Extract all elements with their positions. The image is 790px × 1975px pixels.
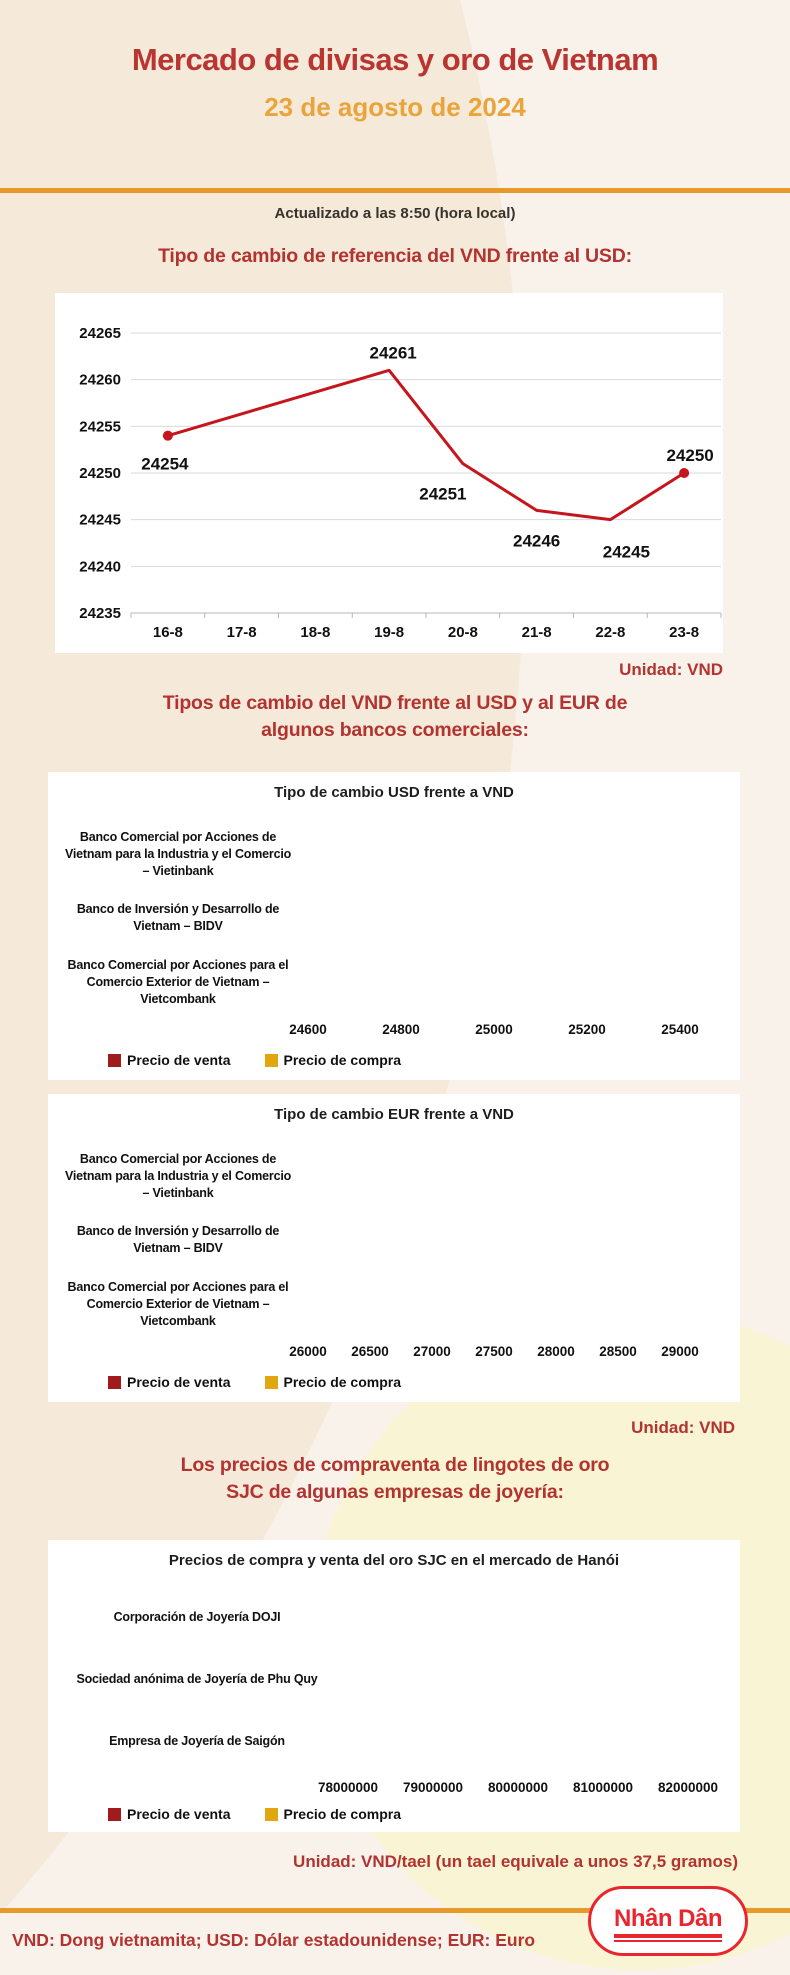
legend-swatch <box>108 1807 121 1821</box>
x-axis-tick-label: 28500 <box>599 1344 637 1359</box>
unit-note-reference: Unidad: VND <box>619 660 723 679</box>
x-axis-tick-label: 17-8 <box>227 624 257 641</box>
eur_vnd_banks-title: Tipo de cambio EUR frente a VND <box>274 1106 514 1123</box>
x-axis-tick-label: 27500 <box>475 1344 513 1359</box>
updated-note: Actualizado a las 8:50 (hora local) <box>274 205 516 222</box>
data-point-label: 24254 <box>141 455 189 474</box>
section-heading-reference: Tipo de cambio de referencia del VND fre… <box>158 245 632 267</box>
legend-item-buy: Precio de compra <box>264 1806 402 1822</box>
data-point-dot <box>679 468 690 478</box>
data-point-label: 24246 <box>513 531 560 550</box>
x-axis-tick-label: 29000 <box>661 1344 699 1359</box>
data-point-dot <box>162 430 173 441</box>
y-axis-tick-label: 24235 <box>79 605 121 622</box>
nhandan-logo: Nhân Dân <box>588 1886 748 1956</box>
category-label: Banco de Inversión y Desarrollo de Vietn… <box>76 902 280 933</box>
y-axis-tick-label: 24265 <box>79 325 121 342</box>
x-axis-tick-label: 25000 <box>475 1022 513 1037</box>
x-axis-tick-label: 27000 <box>413 1344 451 1359</box>
gold_sjc_hanoi-title: Precios de compra y venta del oro SJC en… <box>168 1552 620 1569</box>
legend-swatch <box>264 1807 278 1821</box>
x-axis-tick-label: 18-8 <box>300 624 330 641</box>
data-point-label: 24245 <box>603 543 650 562</box>
legend-item-buy: Precio de compra <box>264 1374 402 1390</box>
category-label: Banco Comercial por Acciones para el Com… <box>67 957 289 1006</box>
x-axis-tick-label: 78000000 <box>317 1780 379 1795</box>
x-axis-tick-label: 28000 <box>537 1344 575 1359</box>
data-point-label: 24261 <box>369 343 416 362</box>
unit-note-gold: Unidad: VND/tael (un tael equivale a uno… <box>293 1852 738 1871</box>
x-axis-tick-label: 26500 <box>351 1344 389 1359</box>
category-label: Banco de Inversión y Desarrollo de Vietn… <box>76 1224 280 1255</box>
chart-legend: Precio de venta Precio de compra <box>108 1052 401 1068</box>
x-axis-tick-label: 25400 <box>661 1022 699 1037</box>
x-axis-tick-label: 24800 <box>382 1022 420 1037</box>
category-label: Corporación de Joyería DOJI <box>113 1609 281 1624</box>
x-axis-tick-label: 20-8 <box>448 624 478 641</box>
category-label: Banco Comercial por Acciones de Vietnam … <box>64 1151 292 1200</box>
legend-label: Precio de compra <box>283 1052 402 1068</box>
y-axis-tick-label: 24240 <box>79 558 121 575</box>
reference-line-chart-panel: 24235 24240 24245 24250 24255 24260 24265 16-8 1… <box>55 293 723 653</box>
chart-legend: Precio de venta Precio de compra <box>108 1806 401 1822</box>
y-axis-tick-label: 24250 <box>79 465 121 482</box>
x-axis-tick-label: 25200 <box>568 1022 606 1037</box>
usd_vnd_banks-title: Tipo de cambio USD frente a VND <box>274 784 514 801</box>
gold-bar-chart-panel: Precios de compra y venta del oro SJC en… <box>48 1540 740 1832</box>
legend-item-sell: Precio de venta <box>108 1052 231 1068</box>
legend-label: Precio de compra <box>283 1806 402 1822</box>
divider-top <box>0 188 790 193</box>
x-axis-tick-label: 82000000 <box>657 1780 719 1795</box>
category-label: Banco Comercial por Acciones para el Com… <box>67 1279 289 1328</box>
legend-item-buy: Precio de compra <box>264 1052 402 1068</box>
legend-swatch <box>108 1375 121 1389</box>
page-title: Mercado de divisas y oro de Vietnam <box>131 42 659 77</box>
chart-legend: Precio de venta Precio de compra <box>108 1374 401 1390</box>
x-axis-tick-label: 81000000 <box>572 1780 634 1795</box>
legend-item-sell: Precio de venta <box>108 1374 231 1390</box>
x-axis-tick-label: 19-8 <box>374 624 404 641</box>
legend-label: Precio de venta <box>127 1806 231 1822</box>
data-point-label: 24250 <box>666 446 713 465</box>
x-axis-tick-label: 80000000 <box>487 1780 549 1795</box>
x-axis-tick-label: 21-8 <box>522 624 552 641</box>
x-axis-tick-label: 26000 <box>289 1344 327 1359</box>
y-axis-tick-label: 24260 <box>79 372 121 389</box>
page-date: 23 de agosto de 2024 <box>264 92 526 122</box>
legend-label: Precio de venta <box>127 1374 231 1390</box>
x-axis-tick-label: 79000000 <box>402 1780 464 1795</box>
x-axis-tick-label: 16-8 <box>153 624 183 641</box>
y-axis-tick-label: 24245 <box>79 512 121 529</box>
category-label: Sociedad anónima de Joyería de Phu Quy <box>76 1671 318 1686</box>
x-axis-tick-label: 23-8 <box>669 624 699 641</box>
x-axis-tick-label: 22-8 <box>595 624 625 641</box>
reference-line-chart: 24235 24240 24245 24250 24255 24260 24265 16-8 1… <box>79 325 722 641</box>
eur-bar-chart-panel: Tipo de cambio EUR frente a VND Banco Com… <box>48 1094 740 1402</box>
y-axis-tick-label: 24255 <box>79 418 121 435</box>
usd-bar-chart-panel: Tipo de cambio USD frente a VND Banco Com… <box>48 772 740 1080</box>
legend-swatch <box>264 1053 278 1067</box>
divider-bottom <box>0 1908 790 1913</box>
legend-label: Precio de compra <box>283 1374 402 1390</box>
legend-swatch <box>264 1375 278 1389</box>
section-heading-gold: Los precios de compraventa de lingotes d… <box>180 1454 610 1503</box>
unit-note-banks: Unidad: VND <box>631 1418 735 1437</box>
legend-swatch <box>108 1053 121 1067</box>
data-point-label: 24251 <box>419 485 466 504</box>
legend-label: Precio de venta <box>127 1052 231 1068</box>
legend-item-sell: Precio de venta <box>108 1806 231 1822</box>
category-label: Banco Comercial por Acciones de Vietnam … <box>64 829 292 878</box>
footer-glossary: VND: Dong vietnamita; USD: Dólar estadou… <box>12 1930 536 1950</box>
rate-line <box>167 368 685 522</box>
category-label: Empresa de Joyería de Saigón <box>109 1733 285 1748</box>
nhandan-logo-text: Nhân Dân <box>613 1905 723 1942</box>
x-axis-tick-label: 24600 <box>289 1022 327 1037</box>
section-heading-banks: Tipos de cambio del VND frente al USD y … <box>162 692 628 741</box>
